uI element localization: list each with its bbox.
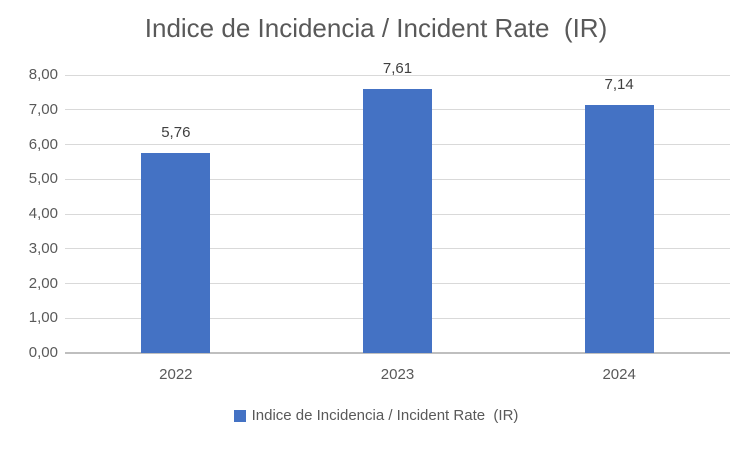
data-label-2023: 7,61 [382, 59, 413, 77]
bar-2024[interactable] [584, 104, 654, 353]
bar-2022[interactable] [141, 152, 211, 353]
y-axis-tick-label: 6,00 [28, 135, 58, 153]
y-axis-tick-label: 8,00 [28, 66, 58, 83]
bar-2023[interactable] [363, 88, 432, 353]
y-axis-tick-label: 4,00 [28, 205, 58, 222]
y-axis-tick-label: 7,00 [28, 100, 58, 118]
data-label-2024: 7,14 [604, 75, 634, 93]
y-axis-tick-label: 0,00 [28, 344, 58, 361]
x-axis-tick-label-2023: 2023 [380, 366, 415, 383]
x-axis-tick-label-2022: 2022 [159, 366, 193, 383]
x-axis-line [65, 352, 730, 354]
chart-legend[interactable]: Indice de Incidencia / Incident Rate (IR… [0, 407, 752, 424]
y-axis-tick-label: 2,00 [28, 274, 58, 292]
chart-title: Indice de Incidencia / Incident Rate (IR… [144, 13, 608, 43]
legend-swatch-icon [233, 409, 246, 422]
x-axis-tick-label-2024: 2024 [602, 366, 636, 383]
y-axis-tick-label: 5,00 [28, 170, 58, 188]
data-label-2022: 5,76 [161, 123, 191, 141]
gridline [65, 74, 730, 76]
legend-series-label: Indice de Incidencia / Incident Rate (IR… [251, 407, 519, 424]
y-axis-tick-label: 1,00 [28, 309, 58, 327]
y-axis-tick-label: 3,00 [28, 239, 58, 257]
